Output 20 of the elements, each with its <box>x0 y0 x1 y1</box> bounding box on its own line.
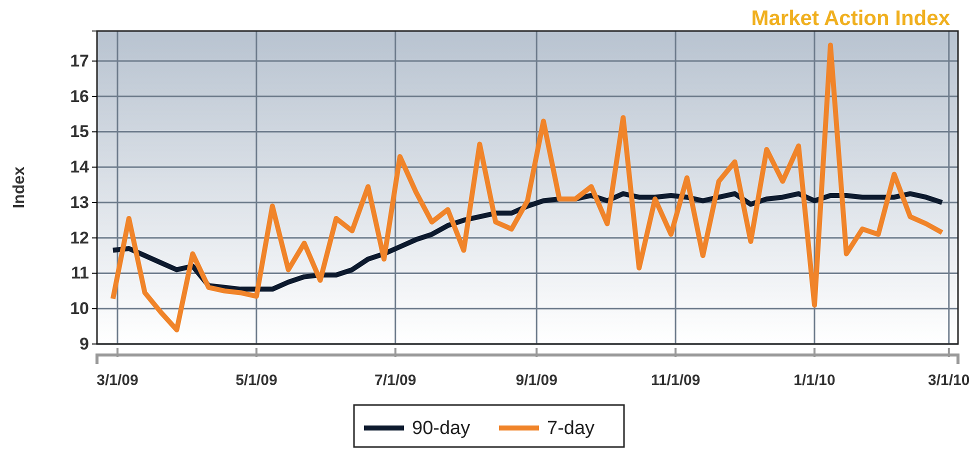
chart-title: Market Action Index <box>751 7 950 30</box>
legend-label: 7-day <box>547 418 596 439</box>
y-tick-label: 16 <box>70 86 89 106</box>
x-tick-label: 3/1/10 <box>928 372 970 389</box>
y-tick-label: 11 <box>71 264 89 283</box>
y-tick-label: 14 <box>70 158 90 177</box>
x-tick-label: 5/1/09 <box>236 372 278 389</box>
y-tick-label: 15 <box>70 122 89 142</box>
y-axis-title: Index <box>11 166 28 208</box>
y-tick-label: 9 <box>80 334 89 354</box>
x-tick-label: 7/1/09 <box>374 372 416 389</box>
x-tick-label: 3/1/09 <box>96 372 138 389</box>
x-tick-label: 1/1/10 <box>794 372 836 389</box>
y-tick-label: 17 <box>70 52 89 70</box>
x-tick-label: 11/1/09 <box>650 372 700 389</box>
legend-label: 90-day <box>412 418 471 439</box>
x-tick-label: 9/1/09 <box>516 372 558 389</box>
y-tick-label: 10 <box>70 299 89 318</box>
y-tick-label: 13 <box>70 192 89 212</box>
y-tick-label: 12 <box>70 228 89 248</box>
